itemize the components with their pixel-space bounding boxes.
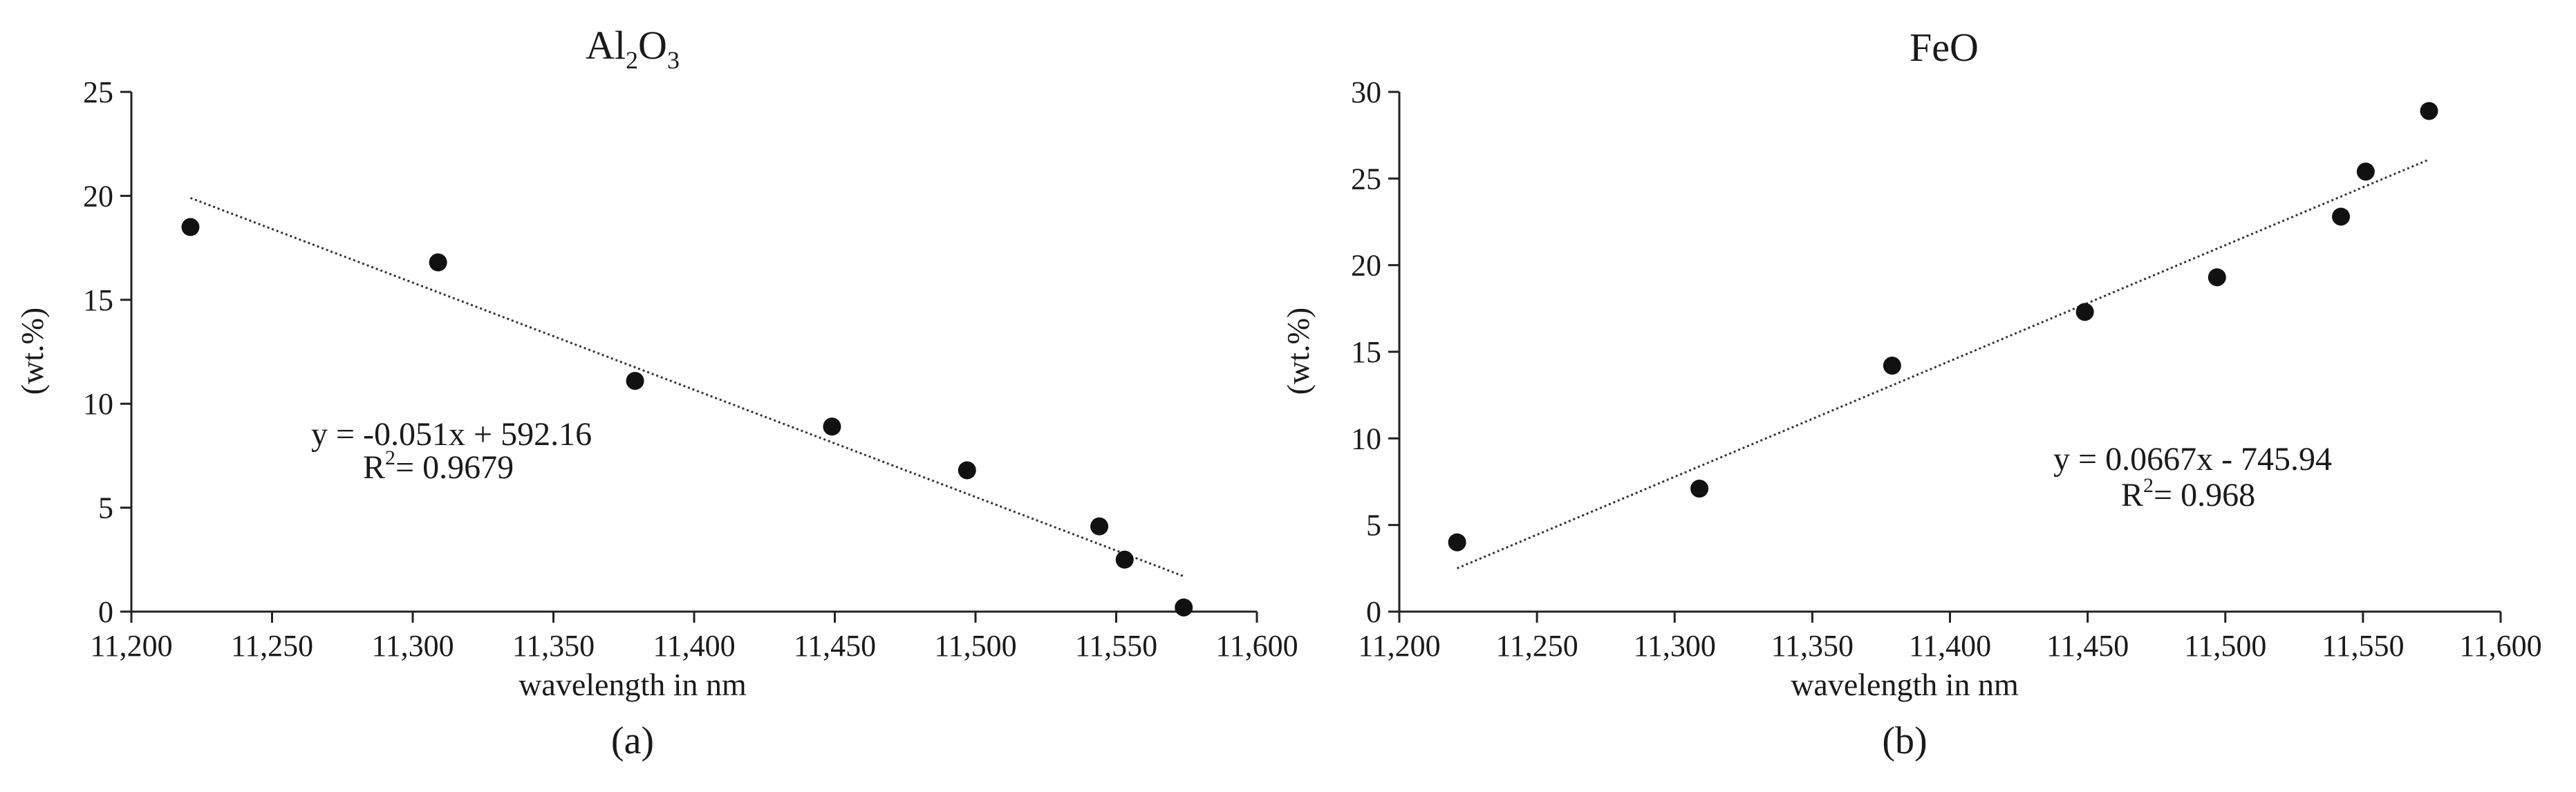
chart-b-x-tick-label: 11,450: [2046, 629, 2129, 663]
chart-a-x-tick-label: 11,300: [371, 629, 454, 663]
chart-b-title: FeO: [1910, 25, 1979, 70]
chart-b-xlabel: wavelength in nm: [1791, 667, 2019, 702]
chart-b-x-tick-label: 11,250: [1495, 629, 1578, 663]
chart-b-data-point: [2356, 162, 2375, 181]
chart-a-x-tick-label: 11,600: [1215, 629, 1298, 663]
chart-b-data-point: [2420, 102, 2438, 120]
chart-a-y-tick-label: 0: [98, 595, 113, 629]
chart-b-y-ticks: 0 5 10 15 20 25 30: [1351, 75, 1399, 629]
chart-a-y-tick-label: 25: [83, 75, 113, 109]
chart-b-y-tick-label: 15: [1351, 335, 1381, 369]
chart-a-ylabel: (wt.%): [15, 308, 50, 395]
chart-b-ylabel: (wt.%): [1280, 308, 1316, 395]
chart-b-x-ticks: 11,200 11,250 11,300 11,350 11,400 11,450 11,5…: [1358, 612, 2542, 663]
chart-b-data-point: [2208, 268, 2226, 287]
chart-a-y-ticks: 0 5 10 15 20 25: [83, 75, 131, 629]
chart-b-x-tick-label: 11,500: [2184, 629, 2266, 663]
chart-a-data-point: [429, 253, 447, 272]
chart-a-x-tick-label: 11,200: [90, 629, 172, 663]
chart-b-data-point: [1883, 357, 1901, 375]
chart-a-y-tick-label: 20: [83, 179, 113, 213]
chart-b-equation: y = 0.0667x - 745.94: [2053, 441, 2332, 478]
chart-b-x-tick-label: 11,600: [2459, 629, 2541, 663]
chart-b-x-tick-label: 11,200: [1358, 629, 1440, 663]
chart-b-points: [1448, 102, 2438, 551]
chart-a-data-point: [1115, 550, 1134, 569]
chart-a-title: Al2O3: [586, 23, 680, 74]
chart-a-x-tick-label: 11,500: [934, 629, 1016, 663]
chart-b-caption: (b): [1882, 719, 1927, 762]
chart-b-y-tick-label: 20: [1351, 249, 1381, 283]
chart-b-y-tick-label: 5: [1366, 509, 1381, 543]
chart-b-x-tick-label: 11,550: [2322, 629, 2404, 663]
chart-b-data-point: [1448, 533, 1466, 551]
chart-b-y-tick-label: 10: [1351, 422, 1381, 455]
chart-b-y-tick-label: 30: [1351, 75, 1381, 109]
chart-b-x-tick-label: 11,300: [1634, 629, 1716, 663]
chart-b-r-squared: R2= 0.968: [2121, 474, 2255, 513]
chart-a-y-tick-label: 15: [83, 283, 113, 317]
chart-a-data-point: [626, 372, 644, 390]
chart-a-data-point: [181, 218, 200, 236]
chart-a-data-point: [1175, 598, 1193, 616]
chart-a-trendline: [189, 197, 1184, 578]
chart-b-x-tick-label: 11,400: [1909, 629, 1991, 663]
chart-a-x-tick-label: 11,550: [1075, 629, 1157, 663]
chart-b-trendline: [1457, 158, 2430, 569]
panel-b: FeO 11,200 11,250 11,300 11,350 11,400 11,450…: [1280, 25, 2542, 762]
chart-a-data-point: [958, 461, 976, 480]
chart-a-equation: y = -0.051x + 592.16: [311, 416, 592, 453]
chart-a-r-squared: R2= 0.9679: [363, 446, 514, 486]
chart-a-caption: (a): [611, 719, 654, 762]
chart-b-data-point: [1690, 480, 1709, 498]
chart-a-x-tick-label: 11,250: [231, 629, 313, 663]
chart-a-x-ticks: 11,200 11,250 11,300 11,350 11,400 11,450 11,5…: [90, 612, 1298, 663]
chart-b-data-point: [2075, 303, 2094, 321]
chart-b-data-point: [2332, 207, 2351, 226]
chart-a-x-tick-label: 11,450: [794, 629, 876, 663]
chart-a-x-tick-label: 11,400: [653, 629, 735, 663]
chart-a-data-point: [1090, 517, 1109, 536]
chart-a-points: [181, 218, 1193, 616]
chart-b-y-tick-label: 0: [1366, 595, 1381, 629]
chart-a-data-point: [823, 417, 841, 436]
panel-a: Al2O3 11,200 11,250 11,300 11,350 11,400 11,4…: [15, 23, 1298, 762]
chart-a-x-tick-label: 11,350: [512, 629, 595, 663]
chart-b-x-tick-label: 11,350: [1771, 629, 1854, 663]
chart-a-y-tick-label: 10: [83, 387, 113, 421]
chart-a-xlabel: wavelength in nm: [519, 667, 747, 702]
chart-b-y-tick-label: 25: [1351, 162, 1381, 196]
chart-a-y-tick-label: 5: [98, 491, 113, 525]
